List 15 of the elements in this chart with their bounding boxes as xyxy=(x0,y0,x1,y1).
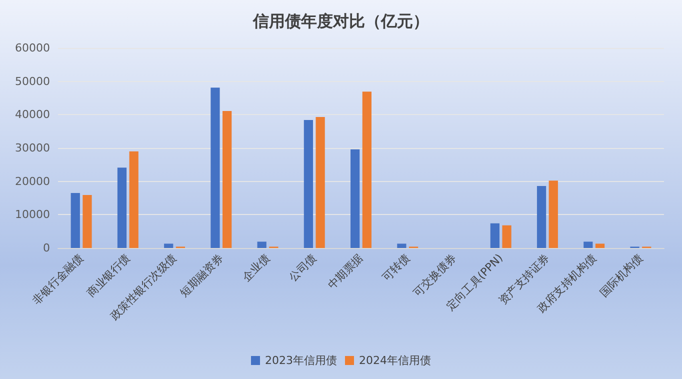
x-tick-label: 中期票据 xyxy=(325,251,366,292)
x-tick-label: 短期融资券 xyxy=(178,251,226,300)
x-tick-label: 可转债 xyxy=(380,251,412,284)
y-tick-label: 40000 xyxy=(15,108,50,122)
y-tick-label: 20000 xyxy=(15,174,50,188)
chart-title: 信用债年度对比（亿元） xyxy=(252,12,429,30)
y-tick-label: 30000 xyxy=(15,142,50,154)
legend-label: 2024年信用债 xyxy=(359,354,431,367)
x-tick-label: 企业债 xyxy=(240,251,272,284)
y-tick-label: 60000 xyxy=(15,42,50,54)
y-tick-label: 50000 xyxy=(15,74,50,88)
x-tick-label: 公司债 xyxy=(286,251,319,284)
legend-label: 2023年信用债 xyxy=(265,354,338,367)
y-tick-label: 10000 xyxy=(15,208,50,222)
x-tick-label: 国际机构债 xyxy=(597,251,646,300)
